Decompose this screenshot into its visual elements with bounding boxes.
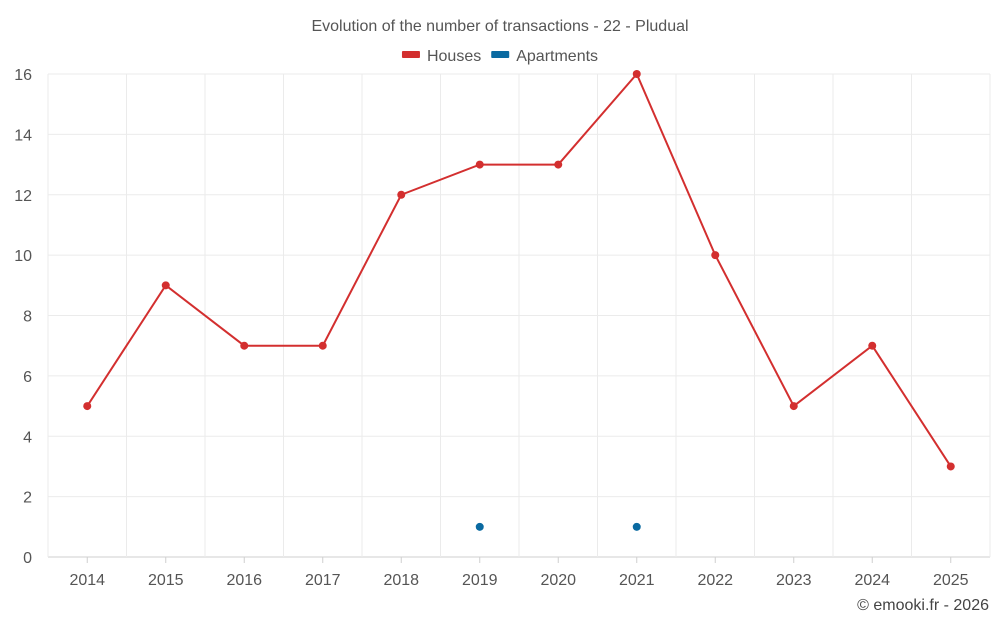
data-point[interactable]: [868, 341, 877, 350]
x-tick-label: 2019: [462, 572, 498, 589]
legend: Houses Apartments: [401, 48, 598, 65]
data-point[interactable]: [711, 251, 720, 260]
data-point[interactable]: [632, 522, 641, 531]
data-point[interactable]: [397, 190, 406, 199]
y-tick-label: 8: [23, 309, 32, 326]
legend-swatch: [491, 51, 510, 58]
x-tick-label: 2014: [69, 572, 105, 589]
series-houses: [83, 70, 955, 471]
legend-item-houses[interactable]: Houses: [401, 48, 481, 65]
y-tick-label: 16: [14, 67, 32, 84]
x-tick-label: 2016: [226, 572, 262, 589]
data-point[interactable]: [83, 402, 92, 411]
x-tick-label: 2022: [697, 572, 733, 589]
data-point[interactable]: [946, 462, 955, 471]
series-layer: [83, 70, 955, 531]
x-tick-label: 2015: [148, 572, 184, 589]
y-axis: 0 2 4 6 8 10 12 14 16: [14, 67, 32, 567]
y-tick-label: 6: [23, 369, 32, 386]
y-tick-label: 2: [23, 490, 32, 507]
x-tick-label: 2017: [305, 572, 341, 589]
x-axis: 2014 2015 2016 2017 2018 2019 2020 2021 2022 2023…: [69, 557, 969, 589]
x-tick-label: 2021: [619, 572, 655, 589]
data-point[interactable]: [161, 281, 170, 290]
y-tick-label: 10: [14, 248, 32, 265]
y-tick-label: 12: [14, 188, 32, 205]
x-tick-label: 2024: [854, 572, 890, 589]
chart-title: Evolution of the number of transactions …: [311, 18, 688, 35]
data-point[interactable]: [632, 70, 641, 78]
data-point[interactable]: [475, 522, 484, 531]
x-tick-label: 2025: [933, 572, 969, 589]
x-tick-label: 2023: [776, 572, 812, 589]
data-point[interactable]: [475, 160, 484, 169]
x-tick-label: 2018: [383, 572, 419, 589]
series-apartments: [475, 522, 641, 531]
data-point[interactable]: [318, 341, 327, 350]
grid: [47, 73, 991, 558]
legend-label: Apartments: [516, 48, 598, 65]
y-tick-label: 14: [14, 127, 32, 144]
y-tick-label: 0: [23, 550, 32, 567]
legend-swatch: [401, 51, 420, 58]
legend-label: Houses: [427, 48, 481, 65]
y-tick-label: 4: [23, 429, 32, 446]
series-line: [86, 72, 952, 467]
data-point[interactable]: [240, 341, 249, 350]
data-point[interactable]: [789, 402, 798, 411]
data-point[interactable]: [554, 160, 563, 169]
credit-text: © emooki.fr - 2026: [857, 597, 989, 614]
legend-item-apartments[interactable]: Apartments: [491, 48, 598, 65]
x-tick-label: 2020: [540, 572, 576, 589]
